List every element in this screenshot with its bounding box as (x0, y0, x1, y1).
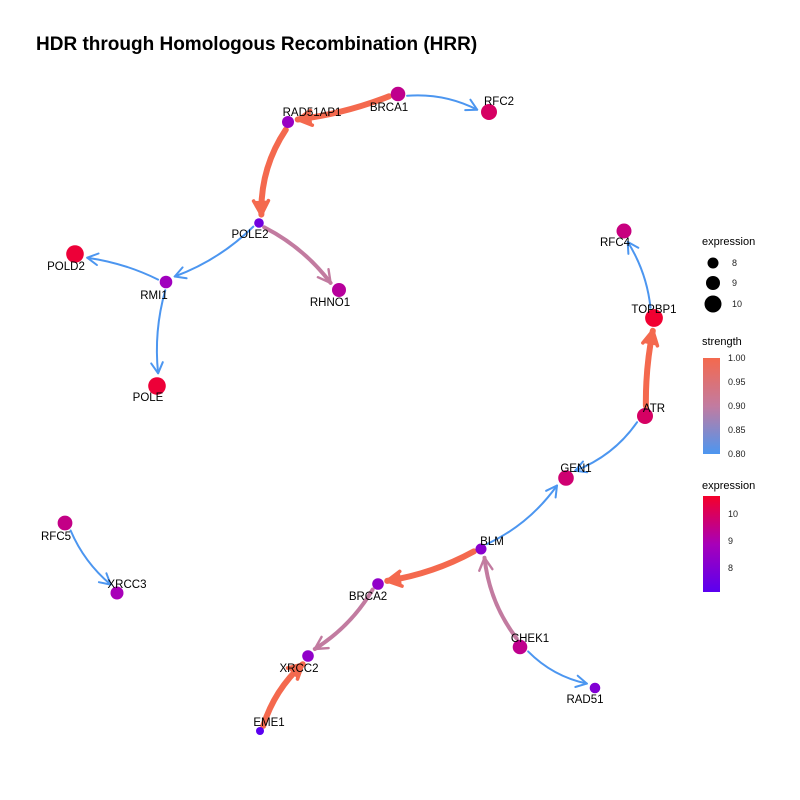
node-label-rfc4: RFC4 (600, 237, 631, 249)
labels-layer: BRCA1 RAD51AP1 RFC2 POLE2 POLD2 RMI1 RHNO1 POLE… (41, 96, 677, 729)
legend-strength-tick-0-90: 0.90 (728, 401, 746, 411)
node-eme1 (256, 727, 264, 735)
legend-expression-color: expression 10 9 8 (702, 480, 755, 592)
edge-brca2-xrcc2 (312, 587, 375, 651)
legend-size-dot-10 (704, 295, 722, 313)
node-xrcc2 (302, 650, 314, 662)
node-topbp1 (645, 309, 663, 327)
plot-title: HDR through Homologous Recombination (HR… (36, 34, 477, 55)
arrowhead-rad51ap1-pole2 (251, 198, 271, 217)
arrowhead-brca1-rfc2 (464, 98, 479, 112)
arrowhead-atr-topbp1 (641, 329, 660, 348)
node-label-brca1: BRCA1 (370, 102, 408, 114)
node-xrcc3 (110, 586, 124, 600)
legend-color-tick-10: 10 (728, 509, 738, 519)
node-rad51ap1 (282, 116, 294, 128)
legend-strength-tick-0-85: 0.85 (728, 425, 746, 435)
arrowhead-topbp1-rfc4 (626, 240, 640, 255)
legend-strength: strength 1.00 0.95 0.90 0.85 0.80 (702, 336, 746, 459)
legend-size-title: expression (702, 236, 755, 248)
node-label-rfc5: RFC5 (41, 531, 71, 543)
node-label-pole2: POLE2 (231, 229, 268, 241)
arrowhead-rmi1-pold2 (86, 252, 100, 266)
node-pole (148, 377, 166, 395)
node-label-rad51: RAD51 (566, 694, 603, 706)
node-rfc5 (57, 515, 73, 531)
arrowhead-brca2-xrcc2 (313, 635, 330, 651)
edge-rmi1-pold2 (86, 256, 160, 281)
edges-layer (69, 93, 660, 729)
node-label-xrcc2: XRCC2 (280, 663, 319, 675)
arrowhead-pole2-rmi1 (173, 266, 188, 280)
arrowhead-pole2-rhno1 (316, 268, 332, 285)
node-pold2 (66, 245, 84, 263)
legend-color-title: expression (702, 480, 755, 492)
node-label-chek1: CHEK1 (511, 633, 549, 645)
node-label-rhno1: RHNO1 (310, 297, 350, 309)
node-brca1 (390, 86, 406, 102)
arrowhead-rmi1-pole (150, 361, 164, 375)
node-blm (475, 543, 487, 555)
legend-size: expression 8 9 10 (702, 236, 755, 313)
node-label-pole: POLE (133, 392, 164, 404)
legend-color-tick-9: 9 (728, 536, 733, 546)
legend-size-label-8: 8 (732, 258, 737, 268)
edge-rfc5-xrcc3 (69, 529, 112, 586)
edge-pole2-rhno1 (262, 225, 333, 285)
node-label-atr: ATR (643, 403, 665, 415)
edge-blm-gen1 (485, 484, 558, 546)
node-chek1 (512, 639, 528, 655)
node-label-topbp1: TOPBP1 (631, 304, 676, 316)
node-pole2 (254, 218, 264, 228)
node-rad51 (589, 682, 601, 694)
node-gen1 (558, 470, 574, 486)
node-rhno1 (332, 283, 346, 297)
arrowhead-brca1-rad51ap1 (295, 108, 315, 127)
edge-atr-gen1 (574, 421, 639, 472)
legend-strength-colorbar (703, 358, 720, 454)
legend-size-dot-9 (706, 276, 720, 290)
node-rmi1 (159, 275, 173, 289)
edge-rmi1-pole (155, 289, 167, 375)
node-label-pold2: POLD2 (47, 261, 85, 273)
node-brca2 (372, 578, 384, 590)
node-atr (637, 408, 653, 424)
arrowhead-blm-gen1 (545, 484, 558, 499)
node-label-rfc2: RFC2 (484, 96, 514, 108)
edge-chek1-blm (482, 555, 519, 641)
arrowhead-atr-gen1 (574, 460, 589, 474)
node-label-gen1: GEN1 (560, 463, 591, 475)
edge-topbp1-rfc4 (626, 240, 652, 309)
node-rfc4 (616, 223, 632, 239)
arrowhead-chek1-blm (478, 556, 494, 572)
node-label-rmi1: RMI1 (140, 290, 167, 302)
node-label-eme1: EME1 (253, 717, 284, 729)
legend-strength-tick-1-00: 1.00 (728, 353, 746, 363)
node-label-brca2: BRCA2 (349, 591, 387, 603)
arrowhead-eme1-xrcc2 (285, 662, 305, 681)
node-label-blm: BLM (480, 536, 504, 548)
node-label-rad51ap1: RAD51AP1 (283, 107, 342, 119)
legend-expression-colorbar (703, 496, 720, 592)
legend-size-label-10: 10 (732, 299, 742, 309)
node-rfc2 (481, 104, 497, 120)
legend-size-label-9: 9 (732, 278, 737, 288)
edge-brca1-rfc2 (406, 94, 479, 111)
arrowhead-chek1-rad51 (574, 674, 588, 688)
legend-strength-title: strength (702, 336, 742, 348)
legend-strength-tick-0-80: 0.80 (728, 449, 746, 459)
legend-strength-tick-0-95: 0.95 (728, 377, 746, 387)
arrowhead-blm-brca2 (385, 569, 404, 588)
legend-size-dot-8 (707, 257, 719, 269)
legend-color-tick-8: 8 (728, 563, 733, 573)
edge-chek1-rad51 (527, 650, 588, 685)
arrowhead-rfc5-xrcc3 (97, 572, 112, 586)
node-label-xrcc3: XRCC3 (108, 579, 147, 591)
edge-pole2-rmi1 (173, 225, 255, 278)
nodes-layer (57, 86, 663, 735)
